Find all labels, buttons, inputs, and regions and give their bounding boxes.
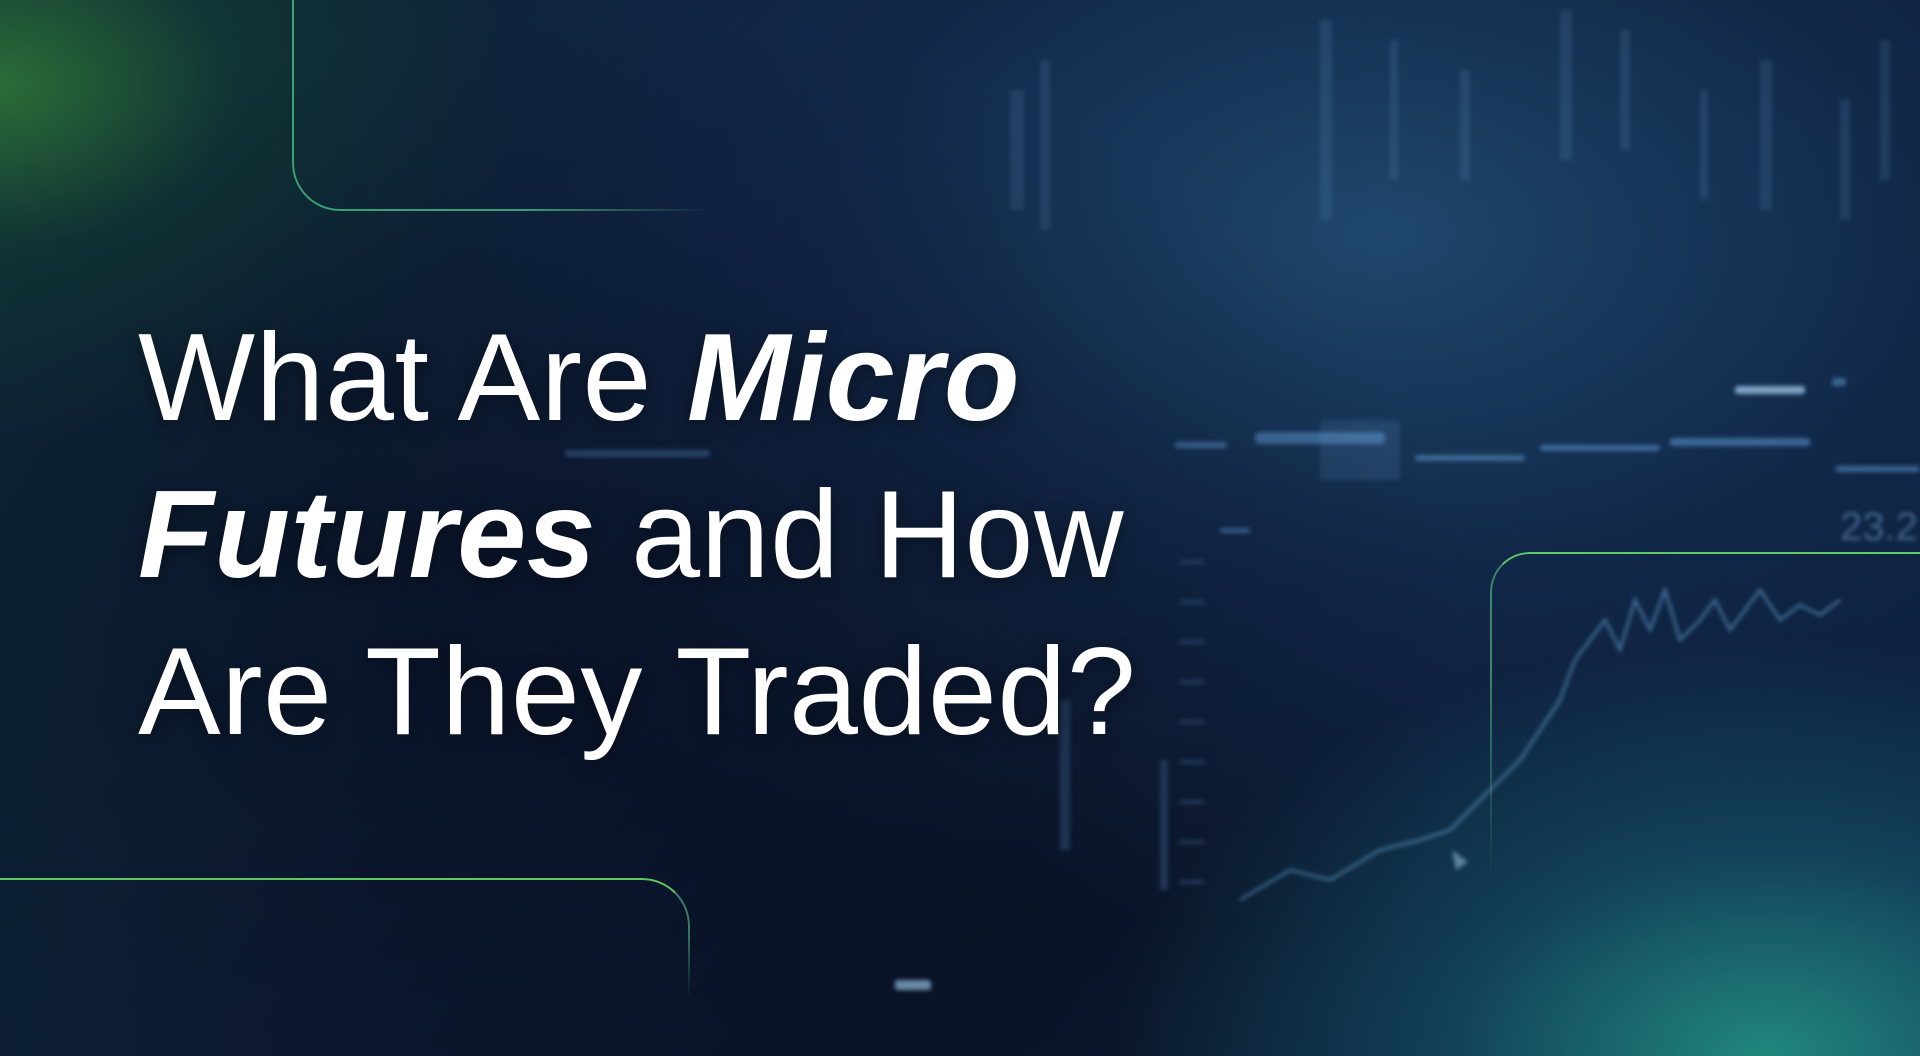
background-candles <box>1010 10 1890 230</box>
decorative-frame-right <box>1490 552 1920 882</box>
headline-line-1-emphasis: Micro <box>686 309 1021 447</box>
headline-line-3: Are They Traded? <box>138 614 1136 771</box>
headline-line-1: What Are Micro <box>138 300 1136 457</box>
headline-title: What Are Micro Futures and How Are They … <box>138 300 1136 771</box>
background-cursor-icon <box>1452 850 1468 870</box>
headline-line-2-regular: and How <box>596 466 1125 604</box>
headline-line-1-regular: What Are <box>138 309 687 447</box>
background-readout: 23.2 <box>1840 505 1918 549</box>
headline-line-2-emphasis: Futures <box>138 466 597 604</box>
decorative-frame-top <box>292 0 712 211</box>
decorative-frame-bottom <box>0 878 690 998</box>
headline-line-2: Futures and How <box>138 457 1136 614</box>
headline-line-3-regular: Are They Traded? <box>138 623 1137 761</box>
